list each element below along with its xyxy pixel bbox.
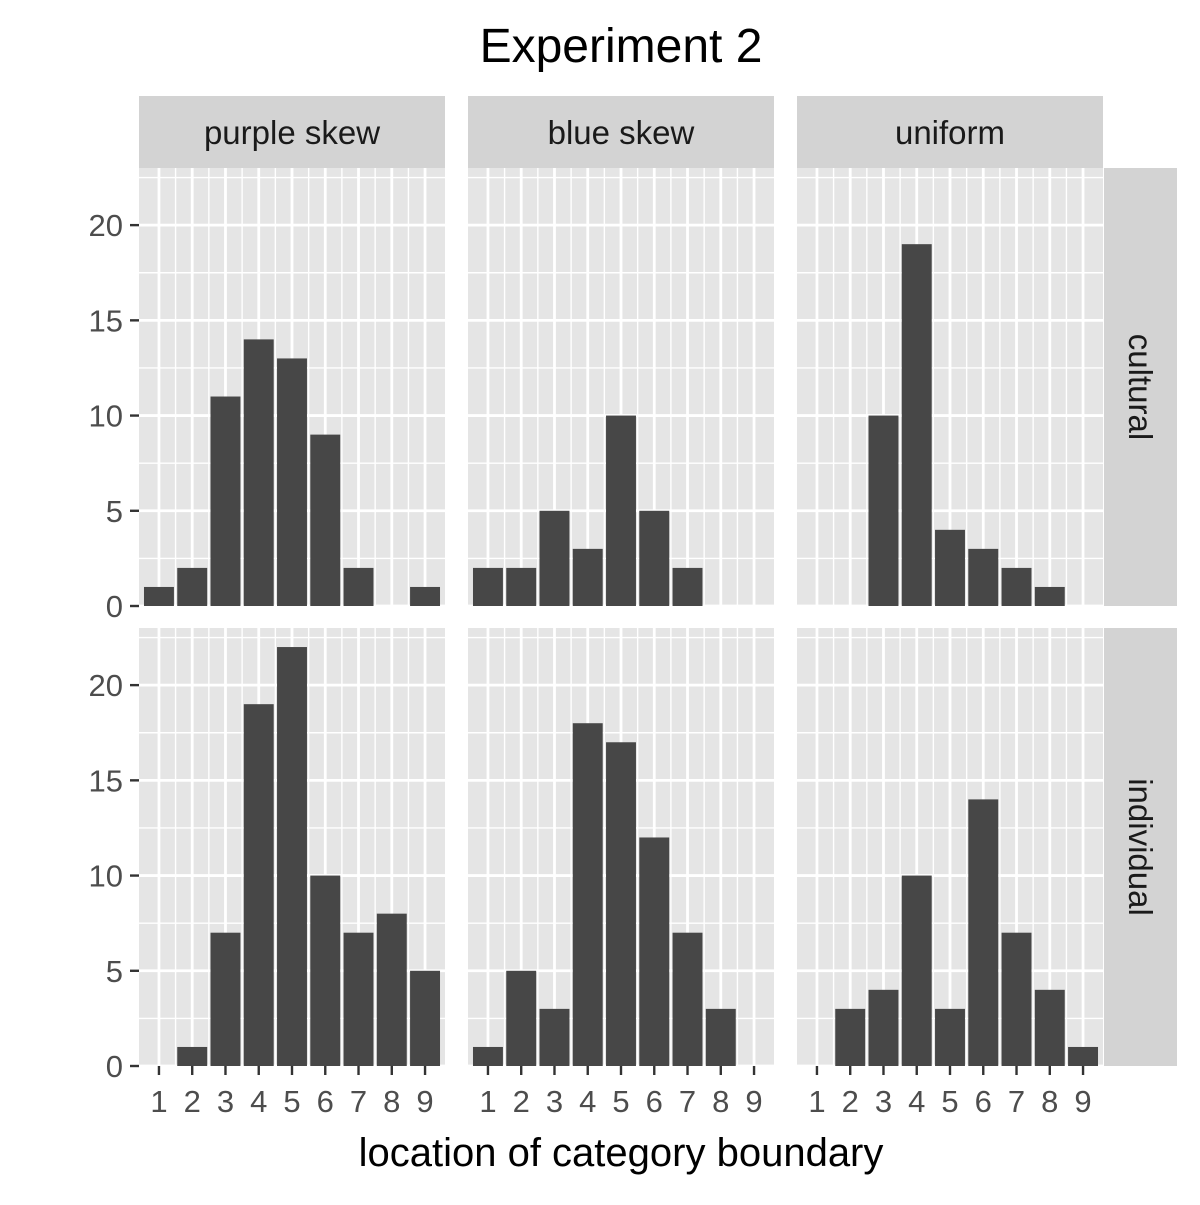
bar xyxy=(310,434,341,606)
bar xyxy=(243,704,274,1066)
facet-strip-2 xyxy=(797,96,1103,168)
x-tick-label: 4 xyxy=(250,1084,267,1119)
x-tick-label: 9 xyxy=(1074,1084,1091,1119)
x-tick-label: 4 xyxy=(908,1084,925,1119)
bar xyxy=(472,1046,503,1066)
bar xyxy=(410,970,441,1066)
bar xyxy=(572,548,603,606)
bar xyxy=(343,567,374,606)
x-tick-label: 8 xyxy=(712,1084,729,1119)
facet-strip-label: blue skew xyxy=(548,114,695,151)
x-tick-label: 5 xyxy=(941,1084,958,1119)
y-tick-label: 10 xyxy=(89,399,123,434)
bar xyxy=(1001,932,1032,1066)
x-tick-label: 7 xyxy=(679,1084,696,1119)
bar xyxy=(343,932,374,1066)
y-tick-label: 20 xyxy=(89,208,123,243)
y-tick-label: 10 xyxy=(89,859,123,894)
bar xyxy=(968,799,999,1066)
bar xyxy=(376,913,407,1066)
bar xyxy=(177,567,208,606)
bar xyxy=(539,510,570,606)
bar xyxy=(506,567,537,606)
x-tick-label: 5 xyxy=(283,1084,300,1119)
bar xyxy=(243,339,274,606)
bar xyxy=(901,875,932,1066)
x-tick-label: 9 xyxy=(416,1084,433,1119)
y-tick-label: 5 xyxy=(106,494,123,529)
x-tick-label: 6 xyxy=(317,1084,334,1119)
bar xyxy=(606,742,636,1066)
x-tick-label: 1 xyxy=(150,1084,167,1119)
bar xyxy=(177,1046,208,1066)
bar xyxy=(835,1008,866,1066)
bar xyxy=(143,586,174,606)
y-tick-label: 5 xyxy=(106,954,123,989)
bar xyxy=(639,510,670,606)
x-tick-label: 2 xyxy=(513,1084,530,1119)
x-tick-label: 5 xyxy=(612,1084,629,1119)
chart-title: Experiment 2 xyxy=(480,20,763,73)
x-tick-label: 8 xyxy=(1041,1084,1058,1119)
bar xyxy=(868,989,899,1066)
bar xyxy=(1034,989,1065,1066)
facet-strip-label: uniform xyxy=(895,114,1005,151)
y-tick-label: 15 xyxy=(89,763,123,798)
bar xyxy=(705,1008,736,1066)
y-tick-label: 0 xyxy=(106,589,123,624)
row-strip-1 xyxy=(1104,628,1177,1066)
x-tick-label: 3 xyxy=(875,1084,892,1119)
bar xyxy=(672,932,703,1066)
x-tick-label: 3 xyxy=(546,1084,563,1119)
bar xyxy=(1068,1046,1099,1066)
bar xyxy=(968,548,999,606)
row-strip-0 xyxy=(1104,168,1177,606)
bar xyxy=(606,415,636,606)
bar xyxy=(210,932,241,1066)
x-tick-label: 2 xyxy=(184,1084,201,1119)
bar xyxy=(310,875,341,1066)
x-tick-label: 7 xyxy=(1008,1084,1025,1119)
y-tick-label: 0 xyxy=(106,1049,123,1084)
bar xyxy=(901,244,932,606)
x-tick-label: 7 xyxy=(350,1084,367,1119)
bar xyxy=(935,1008,965,1066)
x-tick-label: 1 xyxy=(479,1084,496,1119)
bar xyxy=(639,837,670,1066)
x-tick-label: 2 xyxy=(842,1084,859,1119)
bar xyxy=(410,586,441,606)
facet-strip-0 xyxy=(139,96,445,168)
bar xyxy=(210,396,241,606)
facet-strip-label: purple skew xyxy=(204,114,380,151)
x-tick-label: 3 xyxy=(217,1084,234,1119)
y-tick-label: 15 xyxy=(89,303,123,338)
row-strip-label: cultural xyxy=(1122,334,1159,440)
bar xyxy=(506,970,537,1066)
bar xyxy=(1001,567,1032,606)
bar xyxy=(277,647,307,1066)
bar xyxy=(935,529,965,606)
bar xyxy=(472,567,503,606)
bar xyxy=(277,358,307,606)
x-tick-label: 6 xyxy=(975,1084,992,1119)
bar xyxy=(572,723,603,1066)
bar xyxy=(672,567,703,606)
bar xyxy=(868,415,899,606)
x-axis-label: location of category boundary xyxy=(359,1131,884,1175)
row-strip-label: individual xyxy=(1122,778,1159,916)
x-tick-label: 6 xyxy=(646,1084,663,1119)
x-tick-label: 9 xyxy=(745,1084,762,1119)
y-tick-label: 20 xyxy=(89,668,123,703)
bar xyxy=(539,1008,570,1066)
x-tick-label: 4 xyxy=(579,1084,596,1119)
bar xyxy=(1034,586,1065,606)
x-tick-label: 8 xyxy=(383,1084,400,1119)
facet-strip-1 xyxy=(468,96,774,168)
x-tick-label: 1 xyxy=(808,1084,825,1119)
